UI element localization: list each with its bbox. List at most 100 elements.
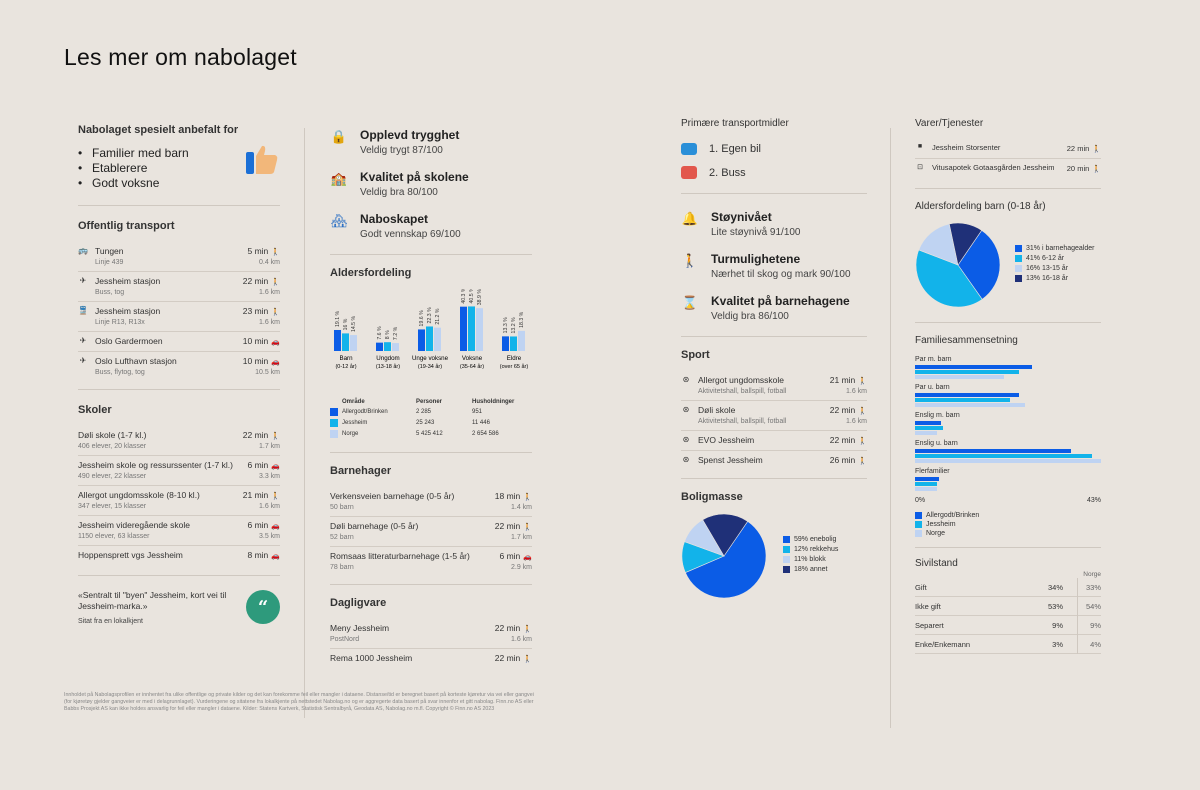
sport-title: Sport [681, 349, 710, 361]
row-right: 6 min 🚗 3.5 km [247, 520, 280, 540]
row-distance: 1.7 km [510, 534, 532, 541]
row-name: Tungen [95, 246, 124, 256]
row-distance: 2.9 km [510, 564, 532, 571]
row-text: Meny Jessheim PostNord [330, 623, 389, 643]
sport-row: ⊛ Allergot ungdomsskole Aktivitetshall, ba… [681, 371, 867, 401]
row-time: 22 min 🚶 [243, 276, 280, 286]
legend-label: 12% rekkehus [794, 546, 839, 553]
row-time-value: 21 min [829, 375, 856, 385]
family-category: Enslig u. barn [915, 440, 958, 447]
row-text: Oslo Gardermoen [95, 336, 163, 346]
civil-row: Ikke gift 53% 54% [915, 596, 1101, 616]
services-list: ■ Jessheim Storsenter 22 min 🚶 ⊡ Vitusapotek … [915, 139, 1101, 178]
age-table-persons: 2 285 [416, 409, 432, 415]
row-sub: 52 barn [330, 534, 354, 541]
rating-item: ⌛ Kvalitet på barnehagene Veldig bra 86/10… [681, 294, 867, 322]
age-table-row: Allergodt/Brinken 2 285 951 [330, 408, 532, 416]
primary-transport-item: 1. Egen bil [681, 143, 867, 155]
family-bar [915, 375, 1004, 379]
family-bar [915, 393, 1019, 397]
row-time: 26 min 🚶 [830, 455, 867, 465]
recommended-item: Familier med barn [78, 146, 280, 161]
age-category-sub: (19-34 år) [418, 363, 442, 370]
row-time: 21 min 🚶 [830, 375, 867, 385]
age-table-households: 2 654 586 [472, 431, 499, 437]
walk-icon: 🚶 [858, 458, 867, 465]
row-distance: 1.6 km [258, 289, 280, 296]
row-distance: 1.7 km [258, 443, 280, 450]
row-right: 10 min 🚗 [243, 336, 280, 346]
row-distance: 10.5 km [255, 369, 280, 376]
age-bar [476, 308, 483, 351]
row-right: 6 min 🚗 3.3 km [247, 460, 280, 480]
row-distance: 1.6 km [845, 418, 867, 425]
row-sub: 1150 elever, 63 klasser [78, 533, 150, 540]
transport-row: ✈ Oslo Lufthavn stasjon Buss, flytog, tog 1… [78, 352, 280, 381]
row-left: 🚌 Tungen Linje 439 [78, 246, 124, 266]
age-category-sub: (35-64 år) [460, 363, 484, 370]
housing-slice [702, 513, 749, 557]
walk-icon: 🚶 [523, 494, 532, 501]
age-table-area: Allergodt/Brinken [342, 409, 388, 415]
row-time: 22 min 🚶 [495, 521, 532, 531]
age-table-area: Norge [342, 431, 359, 437]
school-row: Jessheim videregående skole 1150 elever, … [78, 516, 280, 546]
row-name: Rema 1000 Jessheim [330, 653, 413, 663]
child-age-slice [948, 222, 983, 266]
age-bar [460, 306, 467, 351]
legend-label: Norge [926, 530, 946, 537]
row-sub: 347 elever, 15 klasser [78, 503, 147, 510]
row-name: Oslo Lufthavn stasjon [95, 356, 177, 366]
legend-label: 31% i barnehagealder [1026, 245, 1095, 252]
row-left: ⊛ Allergot ungdomsskole Aktivitetshall, ba… [681, 375, 787, 395]
family-bar [915, 477, 939, 481]
row-time-value: 20 min [1066, 164, 1090, 173]
civil-norge-label: Norge [1083, 571, 1101, 578]
row-sub: 406 elever, 20 klasser [78, 443, 147, 450]
hourglass-icon: ⌛ [681, 295, 699, 310]
legend-swatch [1015, 255, 1022, 262]
row-right: 5 min 🚶 0.4 km [247, 246, 280, 266]
civil-list: Gift 34% 33% Ikke gift 53% 54% Separert 9% 9% Enk… [915, 577, 1101, 654]
row-name: Romsaas litteraturbarnehage (1-5 år) [330, 551, 470, 561]
walk-icon: 🚶 [523, 524, 532, 531]
rating-text: Naboskapet Godt vennskap 69/100 [360, 212, 461, 240]
family-group: Par m. barn [915, 356, 1101, 379]
quote-icon: “ [246, 590, 280, 624]
row-distance: 1.6 km [510, 636, 532, 643]
row-right: 21 min 🚶 1.6 km [830, 375, 867, 395]
rating-title: Støynivået [711, 210, 772, 224]
shop-icon: ■ [917, 143, 923, 150]
column-divider [304, 128, 305, 718]
child-age-chart: 31% i barnehagealder 41% 6-12 år 16% 13-15… [915, 222, 1101, 308]
row-name: Døli barnehage (0-5 år) [330, 521, 419, 531]
row-time: 6 min 🚗 [247, 460, 280, 470]
row-right: 20 min 🚶 [1067, 163, 1101, 173]
row-text: Døli skole (1-7 kl.) 406 elever, 20 klass… [78, 430, 146, 450]
rating-text: Opplevd trygghet Veldig trygt 87/100 [360, 128, 459, 156]
age-table-persons: 5 425 412 [416, 431, 443, 437]
thumbs-up-icon [244, 142, 280, 178]
child-age-legend-item: 31% i barnehagealder [1015, 245, 1095, 252]
row-right: 22 min 🚶 1.6 km [495, 623, 532, 643]
legend-swatch [915, 512, 922, 519]
grocery-list: Meny Jessheim PostNord 22 min 🚶 1.6 km Rema 1… [330, 619, 532, 668]
pharmacy-icon: ⊡ [917, 164, 923, 171]
family-bar [915, 398, 1011, 402]
rating-title: Kvalitet på skolene [360, 170, 469, 184]
housing-legend-item: 59% enebolig [783, 536, 838, 543]
age-bar-label: 7.6 % [377, 326, 383, 340]
housing-legend: 59% enebolig 12% rekkehus 11% blokk 18% ann… [783, 536, 838, 576]
bus-icon: 🚌 [78, 246, 88, 255]
row-text: Verkensveien barnehage (0-5 år) 50 barn [330, 491, 454, 511]
car-icon: 🚗 [271, 339, 280, 346]
walk-icon: 🚶 [858, 438, 867, 445]
legend-label: 16% 13-15 år [1026, 265, 1069, 272]
row-time: 10 min 🚗 [243, 356, 280, 366]
schools-list: Døli skole (1-7 kl.) 406 elever, 20 klass… [78, 426, 280, 565]
row-name: Jessheim stasjon [95, 306, 161, 316]
row-left: Verkensveien barnehage (0-5 år) 50 barn [330, 491, 454, 511]
row-text: Jessheim stasjon Buss, tog [95, 276, 160, 296]
row-sub: Linje 439 [95, 259, 124, 266]
walk-icon: 🚶 [271, 279, 280, 286]
